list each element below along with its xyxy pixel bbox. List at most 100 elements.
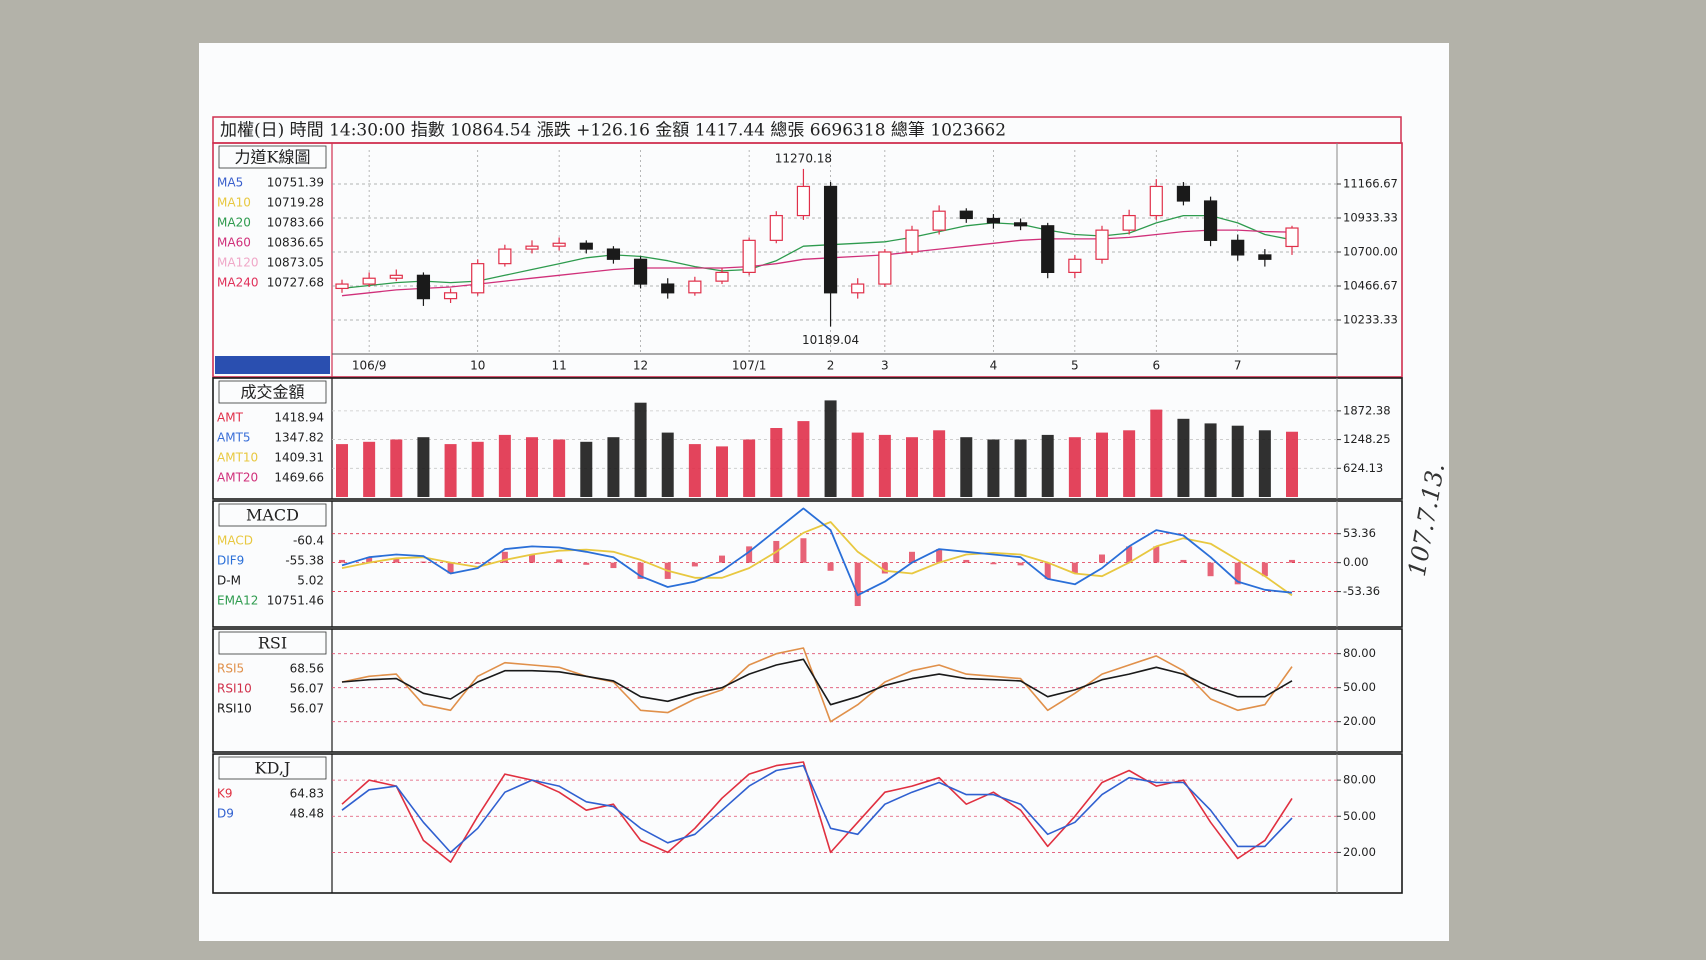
histogram-bar	[800, 538, 807, 563]
panel-frame	[212, 753, 1403, 894]
candle-body	[851, 283, 865, 294]
x-tick-label: 106/9	[352, 359, 387, 373]
bar	[390, 439, 403, 497]
x-tick-label: 7	[1234, 359, 1242, 373]
bar	[1068, 437, 1081, 497]
low-label: 10189.04	[802, 333, 859, 347]
series-line	[341, 521, 1293, 597]
histogram-bar	[1207, 562, 1214, 577]
panel-frame	[212, 628, 1403, 753]
legend-name: AMT5	[217, 431, 251, 445]
bar	[906, 437, 918, 497]
legend-value: 1418.94	[274, 411, 324, 425]
bar	[688, 444, 701, 497]
legend-name: AMT10	[217, 451, 258, 465]
y-tick-label: 624.13	[1343, 461, 1383, 475]
histogram-bar	[447, 562, 454, 574]
bar	[580, 441, 593, 497]
bar	[1096, 432, 1108, 497]
candle-body	[525, 245, 539, 250]
panel-frame	[212, 377, 1403, 500]
panel-title-box	[218, 503, 327, 527]
y-tick-label: 80.00	[1343, 646, 1376, 660]
candle-body	[579, 242, 593, 250]
candle-body	[335, 283, 349, 290]
legend-value: 1409.31	[274, 451, 324, 465]
series-line	[341, 658, 1293, 706]
legend-name: AMT	[217, 411, 244, 425]
legend-name: MA240	[217, 276, 258, 290]
panel-title: MACD	[246, 506, 299, 525]
candle-body	[443, 292, 458, 300]
legend-value: 68.56	[290, 662, 324, 676]
series-line	[341, 214, 1293, 290]
legend-name: MA120	[217, 256, 258, 270]
histogram-bar	[746, 546, 753, 563]
legend-value: -55.38	[285, 554, 324, 568]
histogram-bar	[339, 559, 345, 563]
panel-frame	[212, 500, 1403, 628]
candle-body	[661, 283, 675, 294]
histogram-bar	[719, 555, 725, 563]
legend-name: MA10	[217, 196, 251, 210]
legend-value: 10751.46	[267, 594, 324, 608]
legend-value: 10719.28	[267, 196, 324, 210]
y-tick-label: 11166.67	[1343, 176, 1398, 190]
candle-body	[986, 217, 1001, 224]
histogram-bar	[909, 551, 915, 563]
bar	[553, 439, 566, 497]
legend-name: RSI10	[217, 682, 252, 696]
legend-value: 5.02	[297, 574, 324, 588]
bar	[770, 428, 783, 497]
bar	[444, 444, 457, 497]
y-tick-label: 20.00	[1343, 845, 1376, 859]
candle-body	[796, 185, 811, 217]
bar	[607, 437, 620, 497]
candle-body	[823, 185, 838, 294]
histogram-bar	[827, 562, 834, 571]
legend-value: 10751.39	[267, 176, 324, 190]
y-tick-label: 50.00	[1343, 680, 1376, 694]
legend-value: 56.07	[290, 682, 324, 696]
candle-body	[1203, 200, 1218, 241]
candle-body	[552, 242, 566, 247]
bar	[933, 430, 946, 497]
histogram-bar	[1071, 562, 1078, 574]
histogram-bar	[963, 559, 970, 563]
panel-title-box	[218, 756, 327, 780]
legend-name: DIF9	[217, 554, 244, 568]
bar	[743, 439, 756, 497]
series-line	[341, 764, 1293, 854]
bar	[417, 437, 430, 497]
histogram-bar	[1126, 546, 1133, 563]
histogram-bar	[1153, 546, 1160, 563]
bar	[1231, 425, 1244, 497]
candle-body	[1095, 229, 1109, 260]
x-tick-label: 6	[1152, 359, 1160, 373]
candle-body	[1258, 254, 1272, 260]
histogram-bar	[529, 554, 535, 563]
legend-name: MA20	[217, 216, 251, 230]
panel-title-box	[218, 380, 327, 404]
panel-title-box	[218, 631, 327, 655]
candle-body	[1285, 227, 1299, 248]
bar	[1150, 409, 1163, 497]
histogram-bar	[854, 562, 861, 607]
bar	[1123, 430, 1136, 497]
candle-body	[932, 210, 946, 231]
candle-body	[1149, 185, 1163, 217]
histogram-bar	[1099, 554, 1105, 563]
high-label: 11270.18	[775, 151, 832, 165]
legend-name: MA60	[217, 236, 251, 250]
bar	[960, 437, 973, 497]
bar	[1258, 430, 1271, 497]
y-tick-label: -53.36	[1343, 584, 1380, 598]
candle-body	[878, 251, 892, 285]
legend-name: D9	[217, 807, 234, 821]
histogram-bar	[1044, 562, 1051, 579]
histogram-bar	[691, 562, 698, 567]
x-tick-label: 5	[1071, 359, 1079, 373]
candle-body	[606, 248, 621, 260]
bar	[716, 446, 728, 497]
